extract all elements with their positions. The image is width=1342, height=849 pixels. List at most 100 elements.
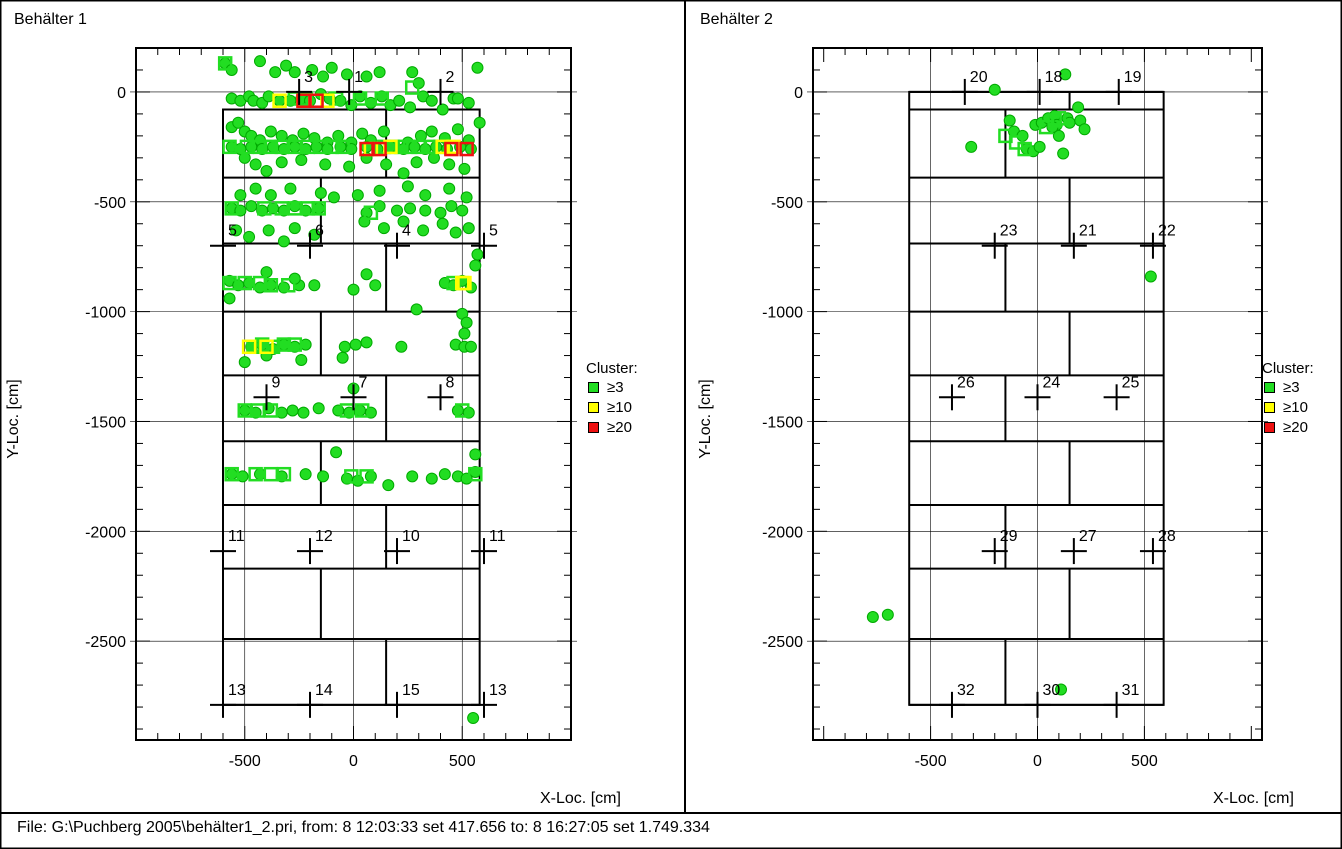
event-point [471, 61, 484, 74]
sensor-label: 18 [1045, 69, 1063, 86]
event-point [469, 259, 482, 272]
event-point [419, 189, 432, 202]
y-tick-label: -1000 [85, 305, 126, 322]
legend-title: Cluster: [1262, 360, 1314, 377]
event-point [404, 202, 417, 215]
y-tick-label: -1500 [85, 414, 126, 431]
event-point [299, 468, 312, 481]
event-point [223, 292, 236, 305]
event-point [349, 338, 362, 351]
event-point [434, 206, 447, 219]
event-point [243, 230, 256, 243]
sensor-label: 13 [228, 682, 246, 699]
cluster-marker [344, 469, 359, 484]
event-point [347, 283, 360, 296]
cluster-marker [287, 337, 303, 352]
event-point [464, 143, 477, 156]
y-tick-label: 0 [794, 85, 803, 102]
event-point [280, 59, 293, 72]
event-point [230, 224, 243, 237]
event-point [245, 200, 258, 213]
legend-item-20: ≥20 [1262, 417, 1314, 437]
event-point [456, 204, 469, 217]
event-point [462, 96, 475, 109]
file-info-footer: File: G:\Puchberg 2005\behälter1_2.pri, … [17, 819, 710, 836]
event-point [451, 404, 464, 417]
y-tick-label: -2000 [85, 524, 126, 541]
event-point [1055, 683, 1068, 696]
event-point [288, 222, 301, 235]
event-point [369, 279, 382, 292]
sensor-label: 21 [1079, 223, 1097, 240]
event-point [436, 103, 449, 116]
event-point [269, 66, 282, 79]
cluster-marker [263, 278, 279, 293]
sensor-label: 8 [446, 374, 455, 391]
event-point [275, 156, 288, 169]
y-tick-label: 0 [117, 85, 126, 102]
event-point [295, 154, 308, 167]
event-point [395, 340, 408, 353]
x-tick-label: 0 [349, 753, 358, 770]
legend-label: ≥20 [607, 418, 632, 436]
sensor-label: 29 [1000, 528, 1018, 545]
cluster-marker [272, 93, 287, 108]
event-point [460, 316, 473, 329]
event-point [325, 61, 338, 74]
cluster-marker [402, 139, 418, 155]
event-point [419, 204, 432, 217]
event-point [288, 140, 301, 153]
event-point [297, 127, 310, 140]
cluster-marker [335, 139, 350, 155]
y-tick-label: -1000 [762, 305, 803, 322]
sensor-label: 22 [1158, 223, 1176, 240]
sensor-label: 2 [446, 69, 455, 86]
legend-item-10: ≥10 [1262, 397, 1314, 417]
event-point [238, 356, 251, 369]
legend-label: ≥3 [607, 378, 624, 396]
event-point [425, 472, 438, 485]
event-point [410, 303, 423, 316]
sensor-label: 11 [489, 528, 506, 545]
event-point [288, 66, 301, 79]
event-point [377, 222, 390, 235]
y-tick-label: -500 [771, 195, 803, 212]
sensor-label: 6 [315, 223, 324, 240]
y-axis-label-2: Y-Loc. [cm] [697, 379, 714, 459]
event-point [417, 224, 430, 237]
legend-item-3: ≥3 [586, 377, 638, 397]
y-tick-label: -2500 [85, 634, 126, 651]
cluster-marker [248, 466, 263, 482]
event-point [425, 94, 438, 107]
event-point [464, 340, 477, 353]
event-point [277, 235, 290, 248]
event-point [406, 470, 419, 483]
sensor-label: 31 [1122, 682, 1140, 699]
cluster-marker [459, 141, 474, 157]
cluster-marker [468, 466, 483, 482]
sensor-label: 20 [970, 69, 988, 86]
event-point [467, 712, 480, 725]
event-point [273, 94, 286, 107]
sensor-label: 9 [272, 374, 281, 391]
sensor-label: 7 [359, 374, 368, 391]
event-point [393, 94, 406, 107]
event-point [238, 404, 251, 417]
cluster-marker [1017, 141, 1032, 157]
event-layer [217, 55, 486, 725]
sensor-label: 5 [489, 223, 498, 240]
event-point [317, 470, 330, 483]
legend-label: ≥10 [1283, 398, 1308, 416]
event-point [449, 226, 462, 239]
event-point [260, 165, 273, 178]
cluster-marker [404, 80, 420, 95]
sensor-label: 5 [228, 223, 237, 240]
event-point [1057, 147, 1070, 160]
event-point [284, 182, 297, 195]
event-point [410, 156, 423, 169]
event-point [445, 200, 458, 213]
legend-2: Cluster: ≥3 ≥10 ≥20 [1262, 360, 1314, 437]
event-point [364, 470, 377, 483]
event-point [1052, 129, 1065, 142]
